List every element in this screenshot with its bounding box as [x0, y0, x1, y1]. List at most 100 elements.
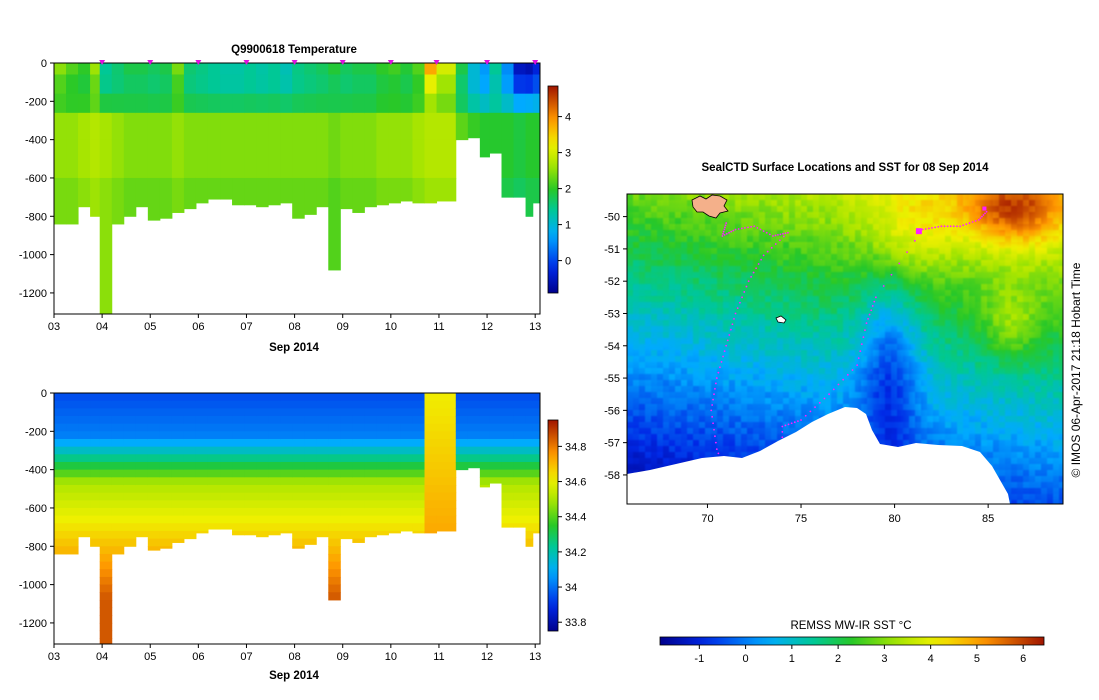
salinity-cell [388, 530, 401, 534]
salinity-cell [123, 393, 137, 402]
salinity-cell [424, 454, 438, 463]
track-point [759, 228, 762, 231]
salinity-cell [111, 446, 125, 455]
salinity-cell [376, 530, 389, 536]
salinity-cell [90, 408, 101, 417]
temperature-chart-title: Q9900618 Temperature [231, 44, 357, 56]
temperature-x-label: Sep 2014 [269, 342, 319, 354]
salinity-cell [171, 492, 185, 501]
y-tick-label: 0 [41, 58, 47, 70]
salinity-cell [195, 431, 209, 440]
salinity-cell [352, 515, 365, 524]
y-tick-label: -800 [25, 541, 47, 553]
salinity-cell [147, 515, 161, 524]
salinity-cell [479, 446, 490, 455]
salinity-cell [66, 515, 79, 524]
salinity-cell [78, 461, 91, 471]
salinity-cell [195, 400, 209, 409]
salinity-cell [400, 438, 413, 448]
track-point [731, 323, 734, 326]
track-point [865, 322, 868, 325]
temperature-cell [54, 112, 67, 141]
salinity-cell [412, 477, 426, 486]
temperature-cell [268, 139, 281, 179]
salinity-cell [183, 469, 197, 478]
lat-tick-label: -57 [604, 438, 620, 450]
temperature-cell [376, 93, 389, 114]
salinity-cell [111, 523, 125, 532]
salinity-cell [388, 454, 401, 463]
temperature-cell [159, 74, 173, 95]
salinity-cell [424, 461, 438, 471]
salinity-cell [54, 515, 67, 524]
salinity-cell [78, 492, 91, 501]
track-point [740, 227, 743, 230]
salinity-cell [268, 423, 281, 432]
salinity-cell [123, 438, 137, 448]
salinity-cell [340, 415, 353, 425]
colorbar-tick-label: 5 [974, 653, 980, 665]
salinity-cell [232, 515, 245, 524]
temperature-cell [220, 74, 233, 95]
track-point [782, 235, 785, 238]
temperature-cell [513, 139, 527, 179]
salinity-cell [316, 492, 329, 501]
salinity-cell [352, 530, 365, 540]
salinity-cell [479, 484, 490, 488]
salinity-cell [54, 523, 67, 532]
salinity-cell [328, 438, 341, 448]
temperature-cell [111, 74, 125, 95]
salinity-cell [364, 400, 377, 409]
temperature-cell [256, 139, 269, 179]
temperature-cell [111, 93, 125, 114]
track-point [851, 369, 854, 371]
track-point [781, 436, 784, 439]
salinity-cell [232, 415, 245, 425]
salinity-cell [388, 515, 401, 524]
colorbar-tick-label: 6 [1020, 653, 1026, 665]
salinity-cell [340, 454, 353, 463]
salinity-cell [66, 500, 79, 509]
salinity-cell [256, 492, 269, 501]
salinity-cell [513, 393, 527, 402]
temperature-cell [525, 177, 534, 217]
salinity-cell [388, 431, 401, 440]
temperature-cell [78, 74, 91, 95]
salinity-cell [207, 461, 221, 471]
sst-map-lat-axis: -50 -51 -52 -53 -54 -55 -56 -57 -58 [604, 212, 627, 482]
salinity-cell [207, 500, 221, 509]
salinity-cell [207, 477, 221, 486]
salinity-cell [99, 599, 113, 609]
salinity-cell [489, 454, 503, 463]
salinity-cell [123, 507, 137, 517]
temperature-cell [220, 112, 233, 141]
salinity-cell [78, 523, 91, 532]
salinity-cell [195, 454, 209, 463]
salinity-cell [340, 461, 353, 471]
salinity-cell [412, 507, 426, 517]
salinity-cell [244, 469, 257, 478]
salinity-cell [147, 461, 161, 471]
sst-colorbar-title: REMSS MW-IR SST °C [790, 620, 911, 632]
x-tick-label: 08 [288, 321, 300, 333]
salinity-cell [111, 477, 125, 486]
temperature-y-axis: 0 -200 -400 -600 -800 -1000 -1200 [19, 58, 54, 300]
salinity-cell [90, 523, 101, 532]
x-tick-label: 13 [529, 651, 541, 663]
salinity-cell [207, 446, 221, 455]
salinity-cell [183, 523, 197, 532]
salinity-cell [111, 538, 125, 547]
temperature-cell [436, 139, 457, 179]
temperature-cell [513, 93, 527, 114]
temperature-cell [159, 63, 173, 75]
temperature-cell [489, 74, 503, 95]
temperature-cell [316, 112, 329, 141]
salinity-cell [376, 438, 389, 448]
salinity-cell [111, 530, 125, 540]
temperature-cell [111, 63, 125, 75]
salinity-cell [183, 393, 197, 402]
temperature-cell [479, 139, 490, 158]
salinity-cell [424, 393, 438, 402]
salinity-cell [388, 500, 401, 509]
track-point [743, 291, 746, 293]
